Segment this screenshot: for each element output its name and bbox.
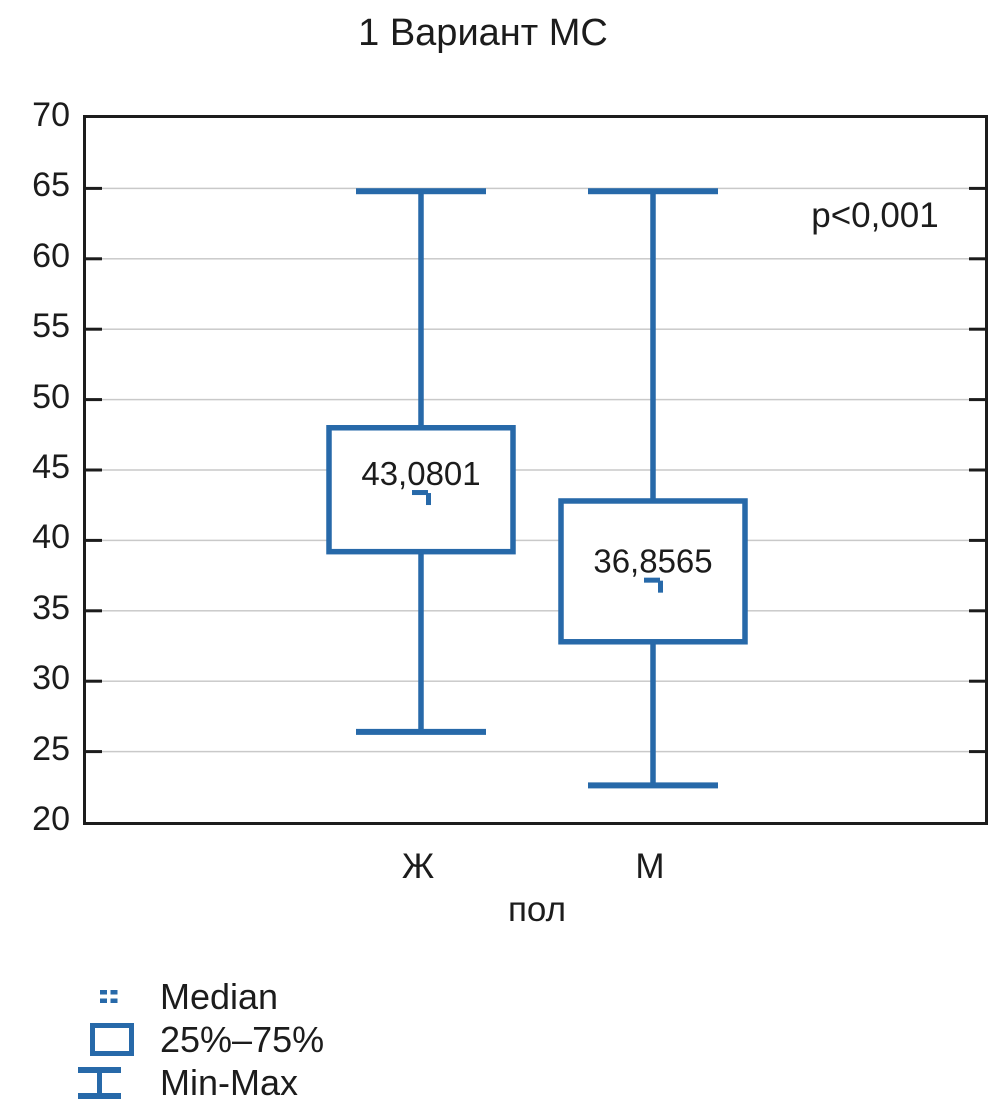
whisker-cap-max: [588, 188, 718, 195]
median-value-label: 43,0801: [361, 455, 480, 492]
quartile-box: [326, 425, 516, 555]
x-category-label: М: [635, 847, 665, 886]
y-tick-label: 60: [32, 236, 70, 275]
y-tick-label: 35: [32, 588, 70, 627]
y-tick-right: [969, 750, 985, 754]
y-tick-right: [969, 398, 985, 402]
gridline: [86, 680, 985, 682]
gridline: [86, 398, 985, 401]
y-tick-left: [86, 398, 102, 402]
gridline: [86, 539, 985, 542]
median-value-label: 36,8565: [593, 543, 712, 580]
y-tick-left: [86, 609, 102, 613]
y-tick-left: [86, 538, 102, 542]
gridline: [86, 258, 985, 260]
whisker-cap-max: [356, 188, 486, 195]
legend-row-median: Median: [75, 975, 278, 1018]
y-tick-right: [969, 186, 985, 190]
legend-label-quartiles: 25%–75%: [160, 1018, 325, 1060]
y-tick-left: [86, 468, 102, 472]
whisker-stem-bottom: [650, 641, 656, 786]
y-tick-right: [969, 609, 985, 613]
median-marker: [644, 577, 660, 583]
gridline: [86, 750, 985, 753]
median-marker: [412, 490, 428, 496]
legend-row-quartiles: 25%–75%: [75, 1018, 324, 1061]
gridline: [86, 610, 985, 612]
y-tick-label: 25: [32, 729, 70, 768]
whisker-stem-top: [650, 191, 656, 501]
x-axis-title: пол: [507, 890, 567, 929]
legend-label-median: Median: [160, 975, 279, 1017]
y-tick-right: [969, 327, 985, 331]
quartile-box: [558, 498, 748, 645]
y-tick-label: 40: [32, 518, 70, 557]
gridline: [86, 187, 985, 190]
boxplot-canvas: 43,0801 36,8565: [86, 186, 985, 789]
whisker-stem-bottom: [418, 551, 424, 732]
y-tick-right: [969, 538, 985, 542]
y-tick-right: [969, 257, 985, 261]
whisker-cap-min: [356, 728, 486, 735]
p-value-annotation: p<0,001: [811, 196, 939, 235]
y-tick-left: [86, 327, 102, 331]
median-marker-icon: [75, 989, 160, 1004]
gridline: [86, 328, 985, 330]
y-tick-right: [969, 468, 985, 472]
y-tick-label: 50: [32, 377, 70, 416]
median-marker: [426, 493, 431, 506]
y-tick-left: [86, 186, 102, 190]
y-tick-left: [86, 257, 102, 261]
median-marker: [658, 580, 663, 593]
y-tick-right: [969, 679, 985, 683]
y-tick-label: 70: [32, 96, 70, 134]
plot-area: 43,0801 36,8565: [83, 115, 988, 825]
y-tick-left: [86, 750, 102, 754]
chart-title: 1 Вариант МС: [358, 12, 608, 54]
y-tick-label: 20: [32, 800, 70, 838]
gridline: [86, 469, 985, 471]
y-tick-label: 30: [32, 659, 70, 698]
whisker-stem-top: [418, 191, 424, 428]
minmax-whisker-icon: [75, 1066, 160, 1100]
y-tick-left: [86, 679, 102, 683]
legend-row-minmax: Min-Max: [75, 1061, 298, 1104]
whisker-cap-min: [588, 782, 718, 789]
y-tick-label: 45: [32, 448, 70, 486]
y-tick-label: 55: [32, 307, 70, 346]
legend-label-minmax: Min-Max: [160, 1061, 299, 1103]
quartile-box-icon: [75, 1023, 160, 1056]
y-tick-label: 65: [32, 166, 70, 205]
x-category-label: Ж: [401, 847, 435, 886]
